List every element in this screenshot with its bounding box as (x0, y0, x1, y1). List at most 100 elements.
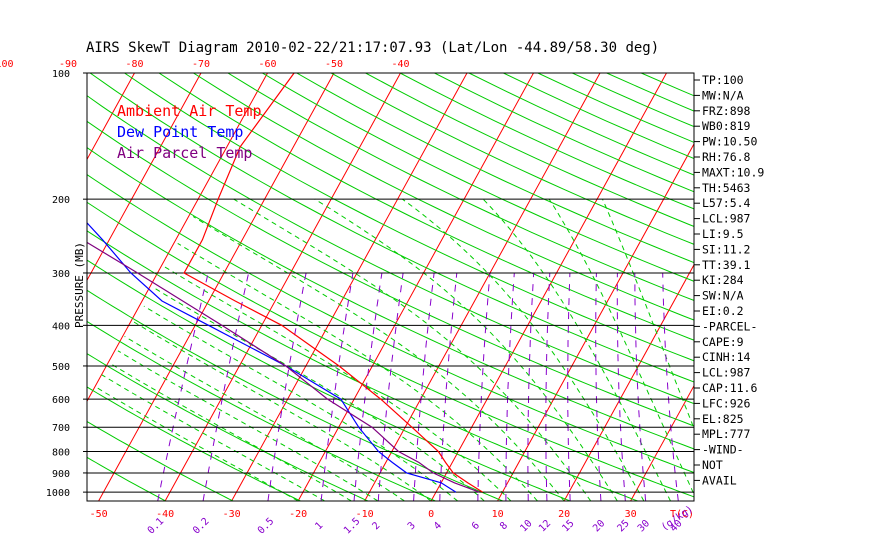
index-entry: AVAIL (702, 473, 737, 487)
top-temp-tick-label: -80 (125, 59, 143, 70)
bottom-temp-tick-label: 10 (492, 509, 504, 520)
series-line (87, 241, 480, 493)
mixing-ratio-line (157, 272, 209, 501)
y-axis-label: PRESSURE (MB) (73, 242, 86, 328)
mixing-ratio-tick-label: 0.2 (191, 516, 212, 537)
index-entry: MPL:777 (702, 427, 751, 441)
series-line (183, 73, 483, 493)
index-entry: TH:5463 (702, 181, 751, 195)
isotherm-line (630, 384, 694, 501)
pressure-tick-label: 900 (52, 469, 70, 480)
moist-adiabat-line (101, 374, 325, 501)
dry-adiabat-line (87, 120, 694, 427)
mixing-ratio-tick-label: 2 (370, 520, 382, 532)
index-entry: CINH:14 (702, 350, 751, 364)
index-entry: FRZ:898 (702, 104, 751, 118)
index-entry: CAPE:9 (702, 335, 744, 349)
moist-adiabat-line (164, 266, 512, 501)
isotherm-line (87, 73, 202, 282)
isotherm-line (0, 73, 2, 501)
moist-adiabat-line (482, 198, 671, 501)
index-entry: -PARCEL- (702, 319, 757, 333)
top-temp-tick-label: -50 (325, 59, 343, 70)
mixing-ratio-line (377, 272, 404, 501)
pressure-tick-label: 700 (52, 423, 70, 434)
bottom-temp-tick-label: 30 (625, 509, 637, 520)
dry-adiabat-line (87, 173, 694, 474)
pressure-tick-label: 500 (52, 362, 70, 373)
dry-adiabat-line (87, 95, 694, 405)
moist-adiabat-line (143, 305, 459, 501)
isotherm-line (87, 73, 268, 403)
isotherm-line (764, 73, 870, 501)
dry-adiabat-line (158, 73, 694, 341)
index-entry: RH:76.8 (702, 150, 751, 164)
mixing-ratio-line (477, 272, 491, 501)
mixing-ratio-tick-label: 12 (537, 518, 553, 534)
dry-adiabat-line (87, 320, 436, 501)
index-entry: TT:39.1 (702, 258, 751, 272)
moist-adiabat-line (94, 386, 299, 501)
dry-adiabat-line (503, 73, 694, 160)
index-entry: CAP:11.6 (702, 381, 757, 395)
isotherm-line (297, 73, 534, 501)
axes: 1002003004005006007008009001000PRESSURE … (0, 59, 695, 537)
moist-adiabat-line (131, 320, 432, 501)
dry-adiabat-line (87, 386, 301, 501)
index-entry: LI:9.5 (702, 227, 744, 241)
index-entry: EI:0.2 (702, 304, 744, 318)
isotherm-line (231, 73, 468, 501)
bottom-temp-tick-label: -20 (289, 509, 307, 520)
dry-adiabat-line (87, 353, 369, 501)
moist-adiabat-line (233, 198, 592, 501)
mixing-ratio-tick-label: 1 (313, 520, 325, 532)
dry-adiabat-line (124, 73, 694, 362)
mixing-ratio-line (595, 272, 602, 501)
top-temp-tick-label: -90 (59, 59, 77, 70)
mixing-ratio-line (267, 272, 307, 501)
isotherm-line (164, 73, 401, 501)
dry-adiabat-line (193, 73, 694, 321)
pressure-tick-label: 1000 (46, 488, 70, 499)
bottom-unit-label: T(C) (670, 509, 694, 520)
isotherm-line (364, 73, 601, 501)
mixing-ratio-line (634, 273, 647, 501)
moist-adiabat-line (402, 198, 645, 501)
pressure-tick-label: 300 (52, 269, 70, 280)
top-temp-tick-label: -100 (0, 59, 14, 70)
isotherm-line (87, 73, 135, 161)
bottom-temp-tick-label: -50 (90, 509, 108, 520)
dry-adiabat-line (87, 201, 694, 498)
moist-adiabat-line (153, 287, 485, 501)
index-entry: WB0:819 (702, 119, 751, 133)
dry-adiabat-line (296, 73, 694, 264)
bottom-temp-tick-label: -30 (223, 509, 241, 520)
index-entry: MW:N/A (702, 88, 744, 102)
legend-entry: Air Parcel Temp (117, 144, 252, 162)
mixing-ratio-tick-label: 10 (518, 518, 534, 534)
dry-adiabat-line (87, 289, 503, 501)
legend: Ambient Air Temp Dew Point Temp Air Parcel… (117, 102, 262, 162)
index-entry: -WIND- (702, 443, 744, 457)
isotherm-line (98, 73, 335, 501)
dry-adiabat-line (262, 73, 694, 282)
moist-adiabat-line (314, 198, 618, 501)
moist-adiabat-line (124, 335, 405, 501)
mixing-ratio-line (567, 272, 571, 501)
mixing-ratio-tick-label: 20 (591, 518, 607, 534)
index-entry: TP:100 (702, 73, 744, 87)
mixing-ratio-tick-label: 4 (432, 520, 444, 532)
legend-entry: Dew Point Temp (117, 123, 243, 141)
mixing-ratio-line (527, 272, 535, 501)
top-temp-tick-label: -60 (258, 59, 276, 70)
top-temp-tick-label: -40 (391, 59, 409, 70)
dry-adiabat-line (89, 73, 694, 383)
index-entry: MAXT:10.9 (702, 165, 764, 179)
pressure-tick-label: 800 (52, 448, 70, 459)
dry-adiabat-line (227, 73, 694, 301)
index-entry: KI:284 (702, 273, 744, 287)
mixing-ratio-line (545, 272, 551, 501)
mixing-ratio-tick-label: 3 (406, 520, 418, 532)
index-entry: NOT (702, 458, 723, 472)
